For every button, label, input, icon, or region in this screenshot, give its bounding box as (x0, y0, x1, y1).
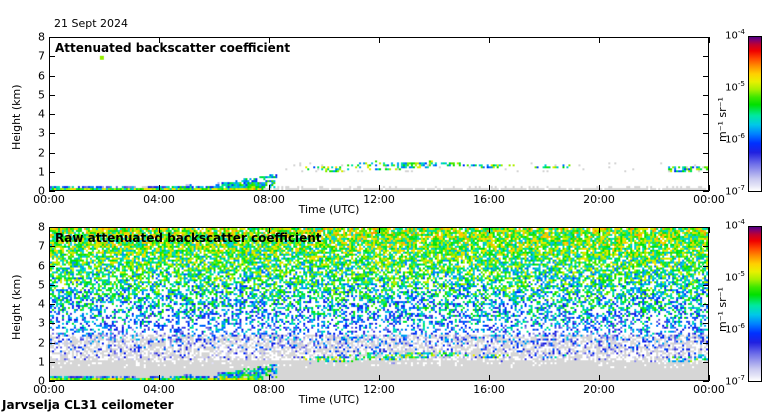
y-tick-label: 4 (38, 297, 45, 311)
y-tick-label: 6 (38, 259, 45, 272)
x-tickmark (709, 375, 710, 381)
colorbar-unit-panel2: m⁻¹ sr⁻¹ (716, 287, 729, 332)
y-tick-label: 0 (38, 374, 45, 388)
y-tick-label: 7 (38, 49, 45, 63)
y-tick-label: 1 (38, 165, 45, 179)
x-tick-label: 08:00 (253, 193, 285, 206)
x-tick-label: 00:00 (693, 193, 725, 206)
panel-title-raw-attenuated-backscatter: Raw attenuated backscatter coefficient (55, 231, 322, 245)
colorbar-tick-label: 10-5 (725, 269, 745, 284)
y-axis-title-panel2: Height (km) (10, 274, 23, 340)
x-tick-label: 20:00 (583, 193, 615, 206)
colorbar-tick-label: 10-4 (725, 217, 745, 232)
y-tick-label: 5 (38, 278, 45, 292)
y-tick-label: 2 (38, 336, 45, 349)
y-tick-label: 6 (38, 69, 45, 82)
y-tick-label: 8 (38, 220, 45, 234)
colorbar-tick-label: 10-4 (725, 27, 745, 42)
y-tick-label: 8 (38, 30, 45, 44)
y-tickmark (49, 191, 55, 192)
colorbar-tick-label: 10-5 (725, 79, 745, 94)
colorbar-tick-label: 10-7 (725, 183, 745, 198)
heatmap-attenuated-backscatter (50, 38, 708, 190)
station-caption: Jarvselja CL31 ceilometer (2, 398, 174, 412)
y-tickmark-right (703, 191, 709, 192)
y-tickmark-right (703, 381, 709, 382)
x-tickmark-top (709, 227, 710, 233)
colorbar-panel2 (748, 226, 762, 382)
x-tick-label: 16:00 (473, 383, 505, 396)
plot-frame-attenuated-backscatter (49, 37, 709, 191)
x-tick-label: 08:00 (253, 383, 285, 396)
panel-title-attenuated-backscatter: Attenuated backscatter coefficient (55, 41, 291, 55)
x-axis-title-panel1: Time (UTC) (298, 203, 360, 216)
y-tick-label: 3 (38, 126, 45, 140)
colorbar-unit-panel1: m⁻¹ sr⁻¹ (716, 97, 729, 142)
y-tick-label: 4 (38, 107, 45, 121)
x-tick-label: 12:00 (363, 193, 395, 206)
y-tick-label: 3 (38, 316, 45, 330)
colorbar-panel1 (748, 36, 762, 192)
x-axis-title-panel2: Time (UTC) (298, 393, 360, 406)
plot-frame-raw-attenuated-backscatter (49, 227, 709, 381)
x-tick-label: 16:00 (473, 193, 505, 206)
x-tickmark-top (709, 37, 710, 43)
y-axis-title-panel1: Height (km) (10, 84, 23, 150)
x-tick-label: 00:00 (693, 383, 725, 396)
y-tick-label: 2 (38, 146, 45, 159)
y-tick-label: 0 (38, 184, 45, 198)
date-label: 21 Sept 2024 (54, 17, 129, 30)
x-tick-label: 20:00 (583, 383, 615, 396)
heatmap-raw-attenuated-backscatter (50, 228, 708, 380)
x-tick-label: 04:00 (143, 383, 175, 396)
x-tick-label: 04:00 (143, 193, 175, 206)
x-tick-label: 00:00 (33, 193, 65, 206)
y-tick-label: 1 (38, 355, 45, 369)
y-tick-label: 5 (38, 88, 45, 102)
y-tick-label: 7 (38, 239, 45, 253)
x-tick-label: 12:00 (363, 383, 395, 396)
y-tickmark (49, 381, 55, 382)
colorbar-tick-label: 10-7 (725, 373, 745, 388)
x-tick-label: 00:00 (33, 383, 65, 396)
x-tickmark (709, 185, 710, 191)
